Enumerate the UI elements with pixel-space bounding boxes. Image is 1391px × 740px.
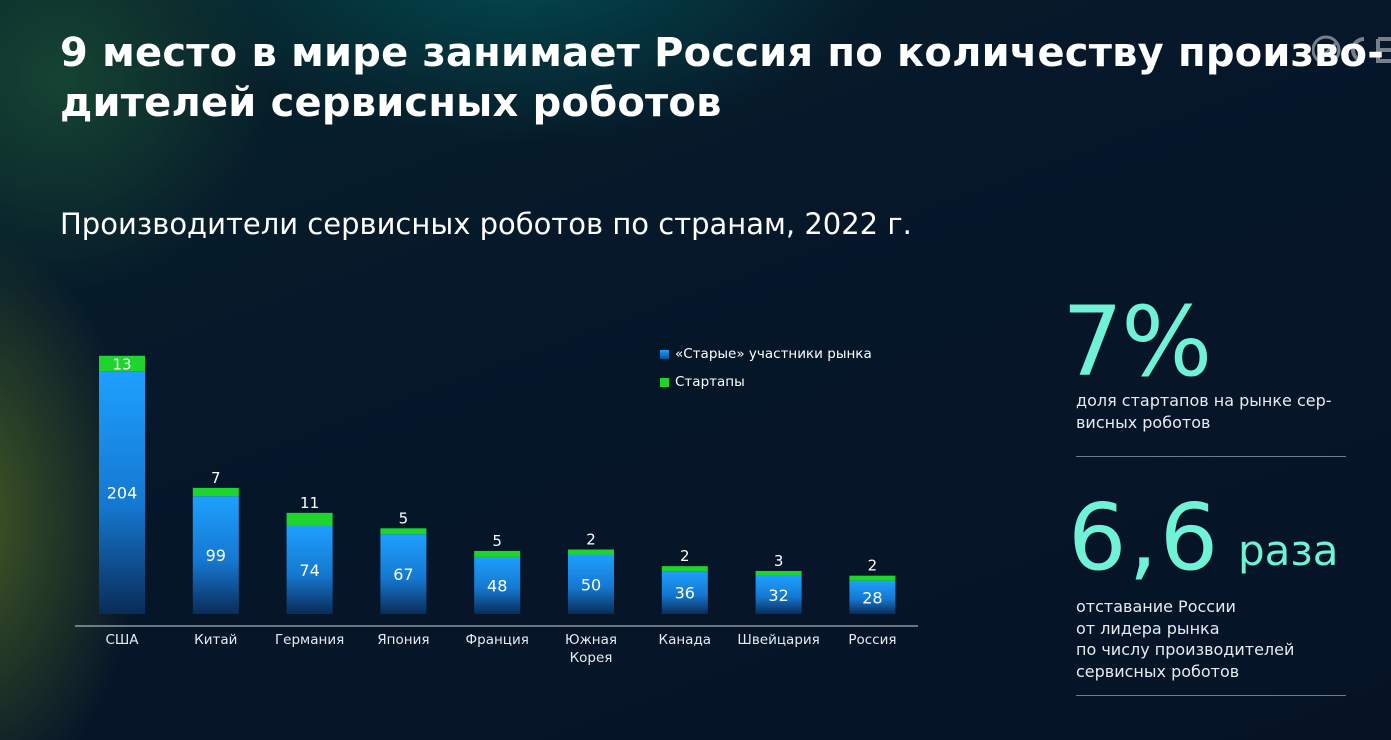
x-tick-label: Япония bbox=[377, 632, 429, 648]
gap-description-line: по числу производителей bbox=[1076, 640, 1295, 659]
legend-item-startups: Стартапы bbox=[660, 373, 872, 391]
data-label-startups: 2 bbox=[868, 557, 878, 575]
x-tick-label: Швейцария bbox=[737, 632, 819, 648]
data-label-startups: 5 bbox=[492, 532, 502, 550]
startup-share-description-line: доля стартапов на рынке сер- bbox=[1076, 391, 1332, 410]
data-label-startups: 13 bbox=[112, 356, 131, 374]
bar-startups bbox=[474, 550, 521, 557]
data-label-startups: 3 bbox=[774, 552, 784, 570]
legend-item-old: «Старые» участники рынка bbox=[660, 345, 872, 363]
legend-swatch-old bbox=[660, 349, 669, 359]
bar-startups bbox=[755, 570, 802, 576]
bar-old bbox=[192, 496, 239, 614]
slide-title-line-2: дителей сервисных роботов bbox=[60, 80, 722, 126]
data-label-old: 67 bbox=[393, 565, 413, 584]
gap-description-line: от лидера рынка bbox=[1076, 618, 1220, 638]
gap-unit: раза bbox=[1238, 526, 1339, 575]
bar-old bbox=[380, 534, 427, 614]
startup-share-description-line: висных роботов bbox=[1076, 412, 1211, 432]
data-label-startups: 2 bbox=[680, 547, 690, 565]
bar-startups bbox=[99, 355, 145, 372]
x-tick-label: Южная bbox=[565, 632, 617, 648]
bar-old bbox=[849, 580, 896, 614]
bar-old bbox=[99, 371, 145, 614]
x-tick-label: Франция bbox=[466, 632, 529, 648]
data-label-old: 32 bbox=[768, 586, 788, 605]
bar-old bbox=[755, 575, 802, 614]
legend-label-old: «Старые» участники рынка bbox=[675, 346, 872, 362]
slide-title: 9 место в мире занимает Россия по количе… bbox=[60, 28, 1385, 128]
bar-startups bbox=[849, 575, 896, 581]
data-label-old: 74 bbox=[299, 561, 319, 580]
bar-old bbox=[661, 571, 708, 614]
x-tick-label: Китай bbox=[194, 632, 237, 648]
legend-label-startups: Стартапы bbox=[675, 374, 745, 390]
x-tick-label: Россия bbox=[848, 632, 896, 648]
legend-swatch-startups bbox=[660, 377, 669, 387]
bar-startups bbox=[192, 487, 239, 497]
bar-startups bbox=[661, 566, 708, 572]
stats-divider bbox=[1076, 456, 1346, 457]
gap-description-line: сервисных роботов bbox=[1076, 661, 1240, 681]
slide-title-line-1: 9 место в мире занимает Россия по количе… bbox=[60, 30, 1385, 76]
bar-chart: 204 13 США 99 7 Китай 74 11 Германия 67 5 Япония 48 5… bbox=[75, 355, 918, 666]
data-label-old: 99 bbox=[206, 546, 226, 565]
startup-share-value: 7% bbox=[1062, 286, 1212, 398]
gap-value: 6,6 bbox=[1068, 484, 1221, 591]
data-label-old: 204 bbox=[107, 484, 138, 503]
bar-startups bbox=[568, 549, 614, 555]
x-tick-label: Корея bbox=[570, 650, 613, 666]
gap-description-line: отставание России bbox=[1076, 597, 1236, 616]
bar-old bbox=[474, 556, 521, 614]
data-label-startups: 2 bbox=[586, 531, 596, 549]
data-label-old: 36 bbox=[675, 584, 695, 603]
gap-description: отставание России от лидера рынка по числу… bbox=[1076, 596, 1294, 682]
x-tick-label: Германия bbox=[275, 632, 344, 648]
data-label-old: 28 bbox=[862, 588, 882, 607]
x-tick-label: США bbox=[105, 632, 139, 648]
bar-startups bbox=[286, 512, 333, 526]
data-label-startups: 7 bbox=[211, 469, 221, 487]
data-label-old: 48 bbox=[487, 576, 507, 595]
startup-share-description: доля стартапов на рынке сер-висных робот… bbox=[1076, 390, 1332, 433]
bar-old bbox=[286, 525, 333, 614]
bar-old bbox=[568, 554, 614, 614]
stats-divider-bottom bbox=[1076, 695, 1346, 696]
chart-legend: «Старые» участники рынка Стартапы bbox=[660, 345, 872, 401]
logo-icon bbox=[1312, 35, 1391, 65]
chart-title: Производители сервисных роботов по стран… bbox=[60, 207, 912, 241]
data-label-old: 50 bbox=[581, 575, 601, 594]
x-tick-label: Канада bbox=[659, 632, 712, 648]
data-label-startups: 5 bbox=[399, 509, 409, 527]
bar-startups bbox=[380, 528, 427, 535]
data-label-startups: 11 bbox=[300, 494, 319, 512]
